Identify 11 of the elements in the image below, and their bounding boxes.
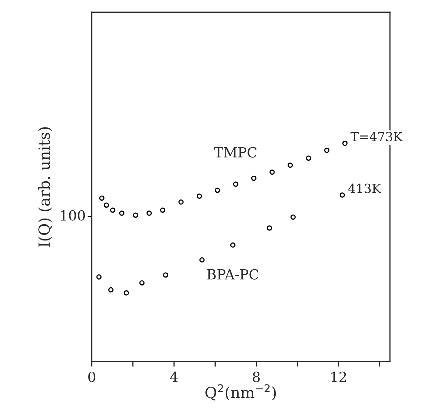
series-label: BPA-PC <box>207 269 259 280</box>
text: 100 <box>61 210 86 221</box>
x-axis-title: Q$^{2}$(nm$^{−2}$) <box>206 384 276 401</box>
x-tick-label: 0 <box>88 372 96 382</box>
annotation: 413K <box>348 184 382 194</box>
x-tick-label: 8 <box>253 372 260 382</box>
annotation: T=473K <box>350 132 403 142</box>
y-axis-title: I(Q) (arb. units) <box>38 128 52 248</box>
x-tick-label: 4 <box>170 372 178 382</box>
series-label: TMPC <box>214 147 257 158</box>
x-tick-label: 12 <box>332 372 346 382</box>
